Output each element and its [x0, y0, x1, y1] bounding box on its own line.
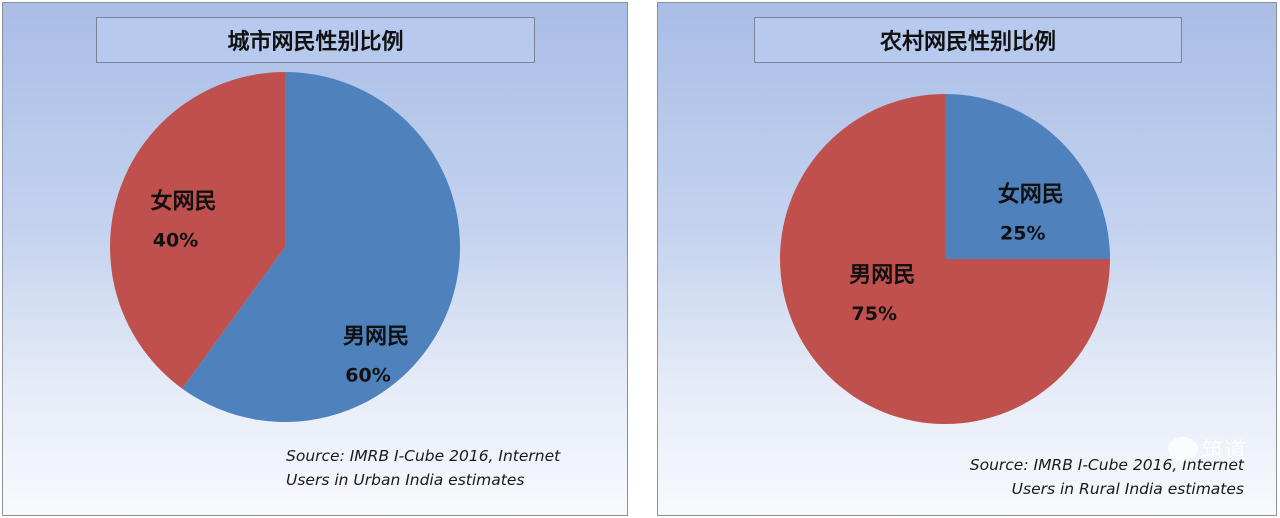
urban-pie-chart: 男网民 60% 女网民 40% — [3, 3, 628, 516]
slice-category-label: 男网民 — [849, 263, 915, 288]
watermark-text: 筑道 — [1202, 433, 1246, 465]
slice-value-label: 25% — [1000, 222, 1045, 244]
slice-category-label: 女网民 — [150, 189, 216, 215]
slice-value-label: 40% — [153, 230, 198, 252]
rural-chart-panel: 农村网民性别比例 女网民 25% 男网民 75% Source: IMRB I-Cub… — [657, 2, 1277, 516]
slice-category-label: 男网民 — [343, 324, 409, 349]
source-line-1: Source: IMRB I-Cube 2016, Internet — [286, 444, 560, 468]
slice-value-label: 75% — [852, 303, 897, 325]
urban-chart-panel: 城市网民性别比例 男网民 60% 女网民 40% Source: IMRB I-Cub… — [2, 2, 628, 516]
source-note: Source: IMRB I-Cube 2016, Internet Users… — [286, 444, 560, 492]
source-line-2: Users in Rural India estimates — [970, 477, 1244, 501]
watermark: 筑道 — [1168, 433, 1246, 465]
source-line-2: Users in Urban India estimates — [286, 468, 560, 492]
slice-category-label: 女网民 — [998, 181, 1064, 207]
wechat-icon — [1168, 437, 1198, 461]
slice-value-label: 60% — [345, 364, 390, 386]
